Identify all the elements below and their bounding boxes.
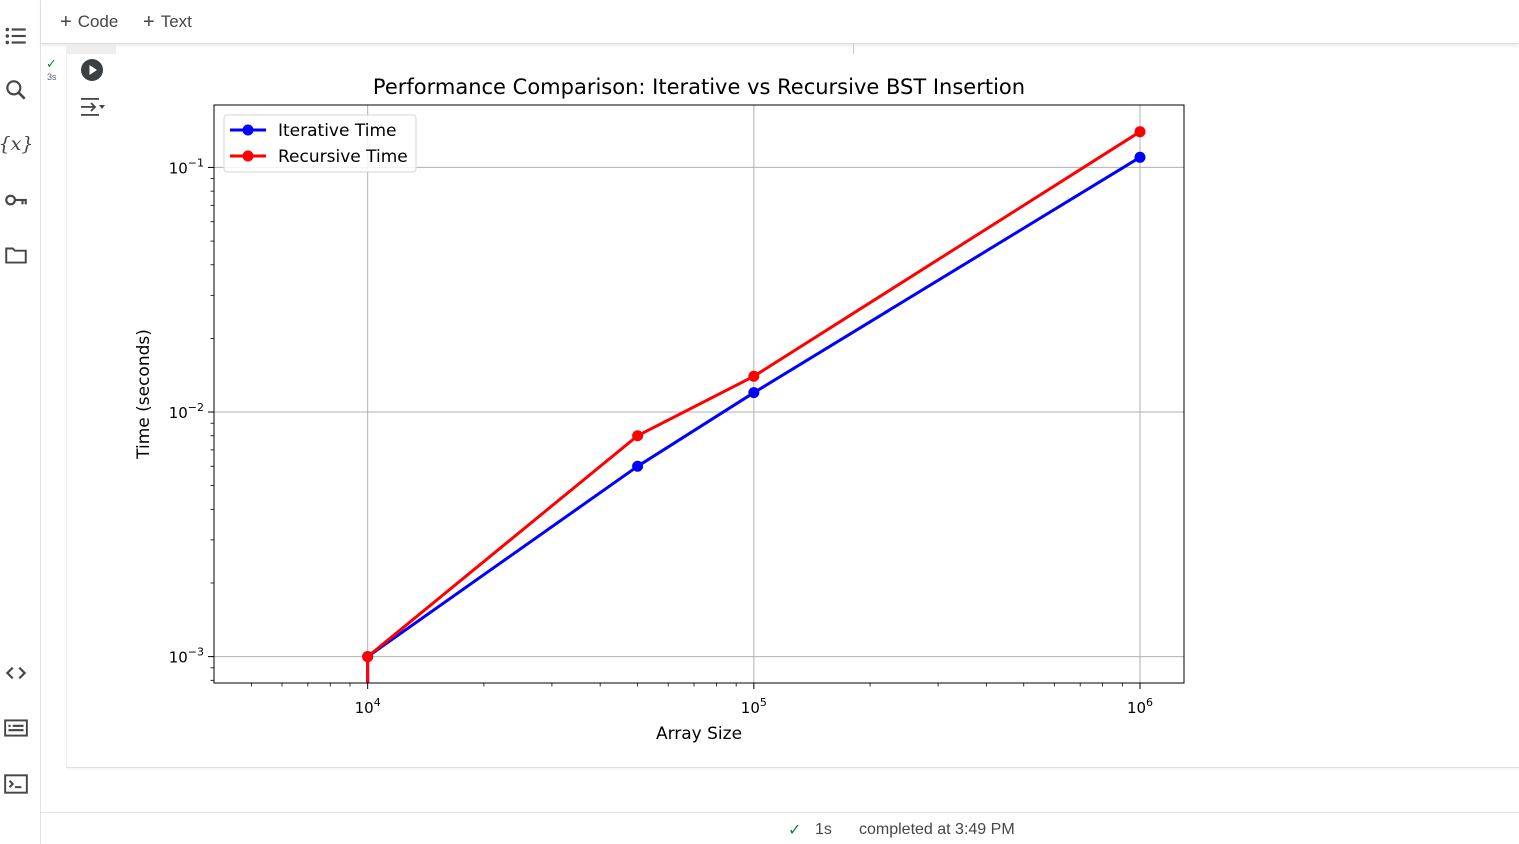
output-menu-icon [81,98,105,116]
recursive-time-line [366,130,1141,658]
y-tick-label: 10−1 [169,156,204,177]
plus-icon: + [143,11,155,33]
add-code-label: Code [77,12,119,31]
chart-title: Performance Comparison: Iterative vs Rec… [373,75,1025,99]
legend-box [223,114,417,173]
command-palette-icon[interactable] [0,712,32,744]
left-sidebar: {x} [0,0,41,844]
y-axis-label: Time (seconds) [134,329,154,460]
y-tick-label: 10−2 [169,401,204,422]
iterative-time-point [632,460,644,472]
add-text-label: Text [160,12,192,31]
status-message: completed at 3:49 PM [859,821,1015,838]
legend-label-recursive-time: Recursive Time [278,147,408,167]
search-icon[interactable] [0,74,32,106]
iterative-time-point [748,387,760,399]
series-group [362,126,1146,683]
figure-background [120,64,1200,754]
recursive-time-point [748,370,760,382]
recursive-time-point [632,430,644,442]
recursive-time-point [362,651,374,663]
plus-icon: + [60,11,72,33]
recursive-time-point [1134,126,1146,138]
toolbar-divider [853,44,854,54]
code-snippets-icon[interactable] [0,657,32,689]
output-options-button[interactable] [79,95,107,119]
x-axis-label: Array Size [656,724,742,744]
axes-frame [213,104,1185,684]
execution-time: 3s [47,72,57,82]
add-code-cell-button[interactable]: + Code [60,9,118,35]
cell-focus-bar [66,44,116,54]
play-icon [81,59,103,81]
x-tick-label: 104 [355,696,381,717]
legend-marker-recursive-time [242,150,254,162]
iterative-time-point [1134,151,1146,163]
x-tick-label: 105 [741,696,767,717]
table-of-contents-icon[interactable] [0,20,32,52]
run-cell-button[interactable] [80,58,104,82]
legend-marker-iterative-time [242,124,254,136]
execution-success-check-icon: ✓ [46,56,57,71]
status-duration: 1s [815,821,832,838]
x-tick-label: 106 [1127,696,1153,717]
status-bar: ✓ 1s completed at 3:49 PM [41,812,1519,844]
status-check-icon: ✓ [788,822,802,839]
code-cell[interactable] [66,54,1519,768]
variables-icon[interactable]: {x} [0,128,34,160]
terminal-icon[interactable] [0,768,32,800]
variables-glyph: {x} [0,133,34,155]
notebook-toolbar: + Code + Text [41,0,1519,44]
files-folder-icon[interactable] [0,239,32,271]
iterative-time-line [366,156,1141,658]
add-text-cell-button[interactable]: + Text [143,9,192,35]
performance-chart: 104 105 106 10−3 10−2 10−1 Performance Compar… [120,64,1200,754]
legend-label-iterative-time: Iterative Time [278,121,396,141]
secrets-key-icon[interactable] [0,184,32,216]
chart-legend: Iterative Time Recursive Time [223,114,417,173]
y-tick-label: 10−3 [169,646,204,667]
tick-marks: 104 105 106 10−3 10−2 10−1 [169,156,1153,717]
